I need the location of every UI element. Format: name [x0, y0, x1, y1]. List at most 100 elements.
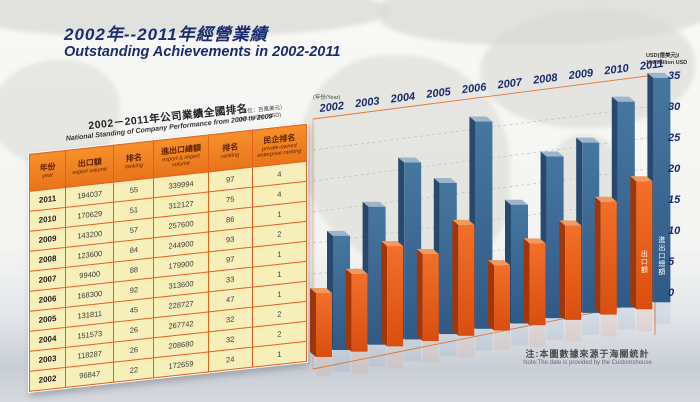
page-title-zh: 2002年--2011年經營業績 [64, 25, 268, 44]
year-label-2004: 2004 [389, 91, 416, 106]
export-cell: 96847 [65, 362, 114, 388]
bar-export-2009-top [559, 220, 582, 226]
bar-pair-2008 [523, 151, 564, 348]
year-label-2008: 2008 [532, 72, 560, 87]
tick-label-0: 0 [668, 287, 675, 299]
bar-total-2004-top [398, 157, 422, 163]
column-header-4: 排名 ranking [208, 130, 253, 172]
footnote: 注:本圖數據來源于海關統計 Note:The date is provided … [480, 347, 695, 366]
bar-export-2011-front [636, 181, 653, 310]
bar-export-2008-side [523, 238, 530, 326]
tick-label-15: 15 [668, 194, 681, 206]
y-axis-unit-1: USD(億美元)/ [646, 51, 680, 59]
bar-total-2011-reflection [653, 302, 671, 325]
bar-total-2007-reflection [511, 323, 528, 346]
bar-export-2011-reflection [636, 309, 653, 332]
bar-total-2010-top [611, 96, 635, 102]
bar-export-2002-side [310, 287, 316, 357]
bar-export-2003-side [345, 268, 352, 352]
bar-total-2009-reflection [582, 312, 600, 335]
bar-total-2007-top [505, 199, 528, 205]
bar-total-2006-top [469, 116, 493, 122]
column-header-3: 進出口總額 export & import volume [153, 134, 209, 178]
bar-export-2010-side [594, 196, 601, 315]
bar-total-2005-top [433, 177, 457, 183]
bars: 出口額 進出口總額 [310, 72, 671, 377]
rank2-cell: 24 [208, 347, 253, 372]
bar-total-2003-reflection [368, 344, 386, 367]
y-axis-unit-2: 100 Million USD [646, 60, 687, 66]
page-title-en: Outstanding Achievements in 2002-2011 [64, 43, 341, 60]
bar-export-2005-side [416, 248, 423, 342]
bar-total-2002-top [327, 230, 350, 236]
axis-labels: 0 5 10 15 20 25 30 35 USD(億美元)/100 Million USD (年… [313, 51, 687, 299]
tick-label-25: 25 [667, 132, 681, 144]
bar-pair-2006 [452, 116, 493, 358]
bar-export-2011-top [630, 176, 653, 182]
frame-line [312, 74, 656, 120]
bar-total-2002-reflection [333, 350, 350, 372]
bar-pair-2002 [310, 230, 350, 377]
ranking-table-sheet: 年份 year 出口額 export volume 排名 ranking 進出口總額 expo… [28, 122, 308, 393]
bar-total-2003-top [362, 201, 386, 207]
footnote-en: Note:The date is provided by the Customs… [523, 360, 652, 366]
bar-export-2010-reflection [600, 314, 617, 337]
tick-label-5: 5 [668, 256, 675, 268]
bar-total-2004-reflection [404, 339, 422, 362]
year-label-2009: 2009 [567, 67, 595, 82]
bar-export-2010-front [600, 201, 617, 315]
series-label-total: 進出口總額 [658, 235, 665, 276]
bar-export-2006-reflection [458, 335, 475, 358]
bar-export-2007-front [494, 265, 510, 331]
column-header-5: 民企排名 private-owned enterprise ranking [252, 124, 307, 168]
tick-label-20: 20 [667, 163, 681, 175]
bar-export-2005-top [416, 248, 439, 254]
bar-total-2008-reflection [546, 318, 564, 341]
bar-export-2009-front [565, 225, 582, 320]
bar-export-2006-front [458, 224, 475, 336]
rank1-cell: 22 [113, 357, 154, 383]
bar-export-2005-reflection [422, 341, 439, 364]
column-header-0: 年份 year [29, 150, 66, 192]
tick-label-10: 10 [668, 225, 681, 237]
bar-total-2010-reflection [617, 307, 635, 330]
bar-total-2011-front [653, 77, 671, 303]
bar-export-2005-front [422, 253, 439, 342]
bar-export-2008-top [523, 238, 546, 244]
year-label-2007: 2007 [496, 76, 524, 91]
bar-export-2008-front [529, 243, 546, 326]
bar-total-2009-top [576, 137, 600, 143]
bar-pair-2004 [381, 157, 422, 369]
year-label-2010: 2010 [603, 62, 631, 77]
column-header-2: 排名 ranking [113, 140, 154, 183]
tick-label-35: 35 [668, 70, 681, 82]
bar-pair-2003 [345, 201, 386, 374]
bar-export-2007-top [488, 260, 510, 266]
bar-total-2008-top [540, 151, 564, 157]
bar-export-2004-front [387, 246, 404, 347]
bar-pair-2011: 出口額 進出口總額 [630, 72, 671, 332]
bar-export-2002-reflection [316, 357, 332, 377]
bar-export-2011-side [630, 176, 637, 310]
bar-pair-2005 [416, 177, 457, 364]
bar-export-2009-side [559, 220, 566, 320]
bar-pair-2009 [559, 137, 600, 342]
year-label-2011: 2011 [638, 58, 664, 73]
bar-export-2003-front [351, 273, 368, 352]
bar-pair-2010 [594, 96, 635, 337]
bar-export-2004-reflection [387, 346, 404, 369]
ranking-table: 年份 year 出口額 export volume 排名 ranking 進出口總額 expo… [29, 124, 307, 392]
year-label-2006: 2006 [460, 81, 488, 96]
bar-export-2007-side [488, 260, 494, 331]
bar-total-2006-reflection [475, 328, 493, 351]
page-title: 2002年--2011年經營業績 Outstanding Achievement… [64, 25, 341, 61]
bar-export-2003-top [345, 268, 368, 274]
footnote-zh: 注:本圖數據來源于海關統計 [525, 349, 650, 359]
x-axis-caption: (年份/Year) [313, 93, 340, 101]
bar-export-2007-reflection [494, 330, 510, 351]
bar-export-2004-side [381, 241, 388, 347]
bar-total-2011-top [647, 72, 671, 78]
bar-export-2002-top [310, 287, 332, 293]
bar-pair-2007 [488, 199, 528, 351]
